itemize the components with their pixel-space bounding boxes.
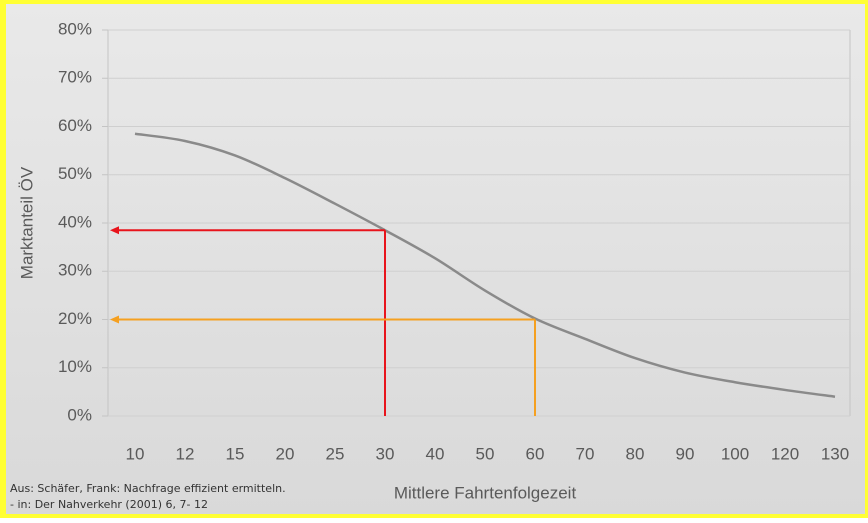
x-tick-label: 12 — [176, 444, 195, 463]
x-tick-label: 15 — [226, 444, 245, 463]
x-tick-label: 120 — [771, 444, 799, 463]
y-tick-label: 60% — [58, 116, 92, 135]
arrow-head — [110, 226, 119, 235]
source: - in: Der Nahverkehr (2001) 6, 7- 12 — [10, 498, 208, 511]
y-tick-label: 70% — [58, 68, 92, 87]
x-axis-label: Mittlere Fahrtenfolgezeit — [394, 483, 577, 502]
x-tick-label: 40 — [426, 444, 445, 463]
x-tick-label: 10 — [126, 444, 145, 463]
x-tick-label: 25 — [326, 444, 345, 463]
x-tick-label: 50 — [476, 444, 495, 463]
line — [134, 132, 836, 398]
x-tick-label: 60 — [526, 444, 545, 463]
x-tick-label: 100 — [721, 444, 749, 463]
x-tick-label: 130 — [821, 444, 849, 463]
y-tick-label: 30% — [58, 261, 92, 280]
x-tick-label: 80 — [626, 444, 645, 463]
arrow-head — [110, 315, 119, 324]
x-tick-label: 30 — [376, 444, 395, 463]
x-tick-label: 20 — [276, 444, 295, 463]
y-tick-label: 50% — [58, 164, 92, 183]
y-tick-label: 10% — [58, 357, 92, 376]
y-tick-label: 80% — [58, 19, 92, 38]
source: Aus: Schäfer, Frank: Nachfrage effizient… — [10, 482, 286, 495]
y-tick-label: 0% — [67, 405, 92, 424]
x-tick-label: 70 — [576, 444, 595, 463]
x-tick-label: 90 — [676, 444, 695, 463]
y-tick-label: 20% — [58, 309, 92, 328]
y-axis-label: Marktanteil ÖV — [17, 166, 36, 279]
y-tick-label: 40% — [58, 212, 92, 231]
